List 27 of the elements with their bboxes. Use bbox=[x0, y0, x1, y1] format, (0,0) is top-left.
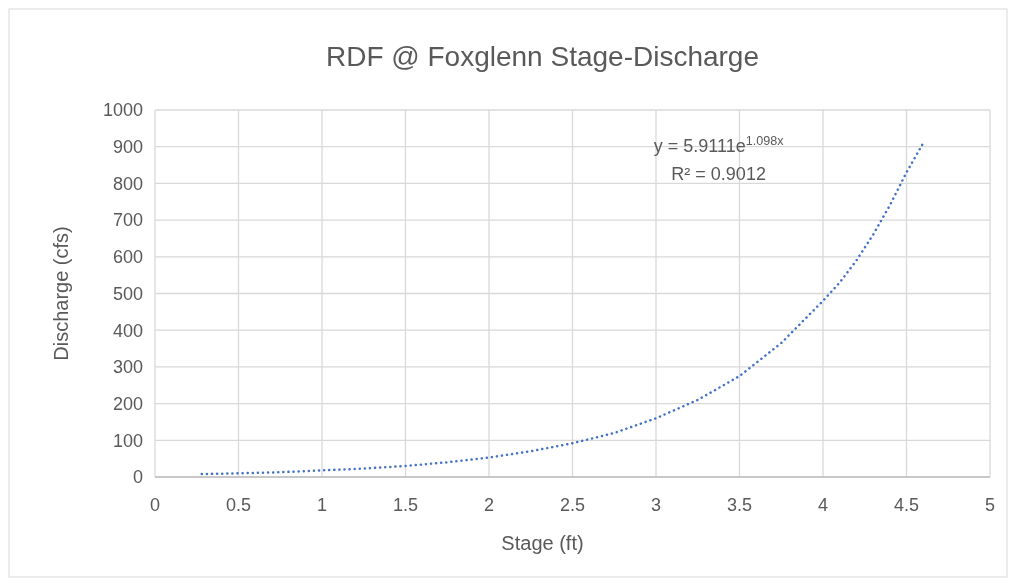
y-tick-label: 100 bbox=[112, 430, 143, 451]
y-tick-label: 800 bbox=[112, 173, 143, 194]
y-tick-label: 600 bbox=[112, 247, 143, 268]
x-tick-label: 5 bbox=[984, 495, 996, 515]
annotation: y = 5.9111e$^{1.098x}$ bbox=[653, 134, 785, 156]
x-tick-label: 0 bbox=[149, 495, 161, 515]
x-tick-label: 3.5 bbox=[726, 495, 753, 515]
y-tick-label: 400 bbox=[112, 320, 143, 341]
annotation: R² = 0.9012 bbox=[671, 164, 766, 184]
x-tick-label: 4 bbox=[817, 495, 829, 515]
chart-title: RDF @ Foxglenn Stage-Discharge bbox=[325, 41, 760, 72]
y-axis-title: Discharge (cfs) bbox=[50, 226, 72, 361]
y-tick-label: 900 bbox=[112, 137, 143, 157]
y-tick-label: 500 bbox=[112, 283, 143, 304]
y-tick-label: 300 bbox=[112, 357, 143, 378]
x-tick-label: 0.5 bbox=[225, 495, 252, 515]
x-tick-label: 2 bbox=[483, 495, 495, 515]
x-axis-title: Stage (ft) bbox=[501, 532, 584, 554]
x-tick-label: 3 bbox=[650, 495, 662, 515]
y-tick-label: 0 bbox=[132, 467, 143, 488]
y-tick-label: 200 bbox=[112, 393, 143, 414]
y-tick-label: 700 bbox=[112, 210, 143, 231]
x-tick-label: 1 bbox=[316, 495, 328, 515]
y-tick-label: 1000 bbox=[102, 100, 143, 121]
x-tick-label: 1.5 bbox=[392, 495, 419, 515]
x-tick-label: 2.5 bbox=[559, 495, 586, 515]
x-tick-label: 4.5 bbox=[893, 495, 920, 515]
